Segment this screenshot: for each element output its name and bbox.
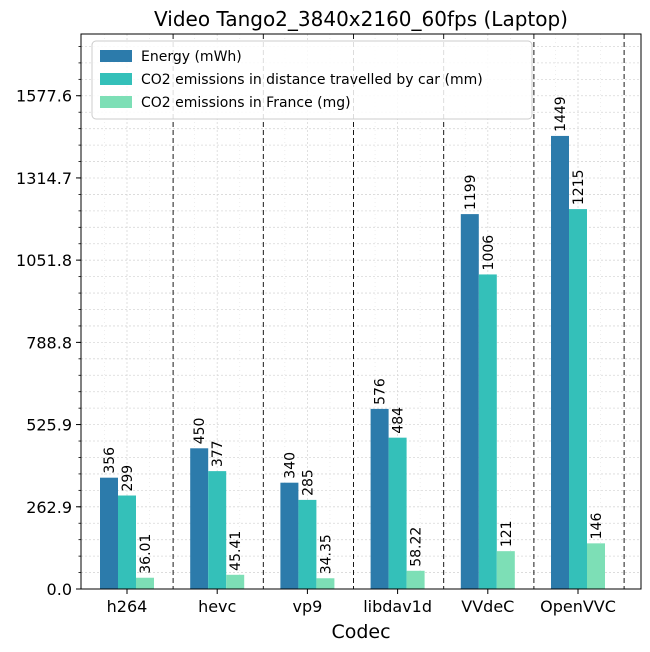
y-tick-label: 1314.7 xyxy=(16,169,72,188)
x-tick-label: OpenVVC xyxy=(540,597,616,616)
legend: Energy (mWh) CO2 emissions in distance tr… xyxy=(91,40,533,120)
bar xyxy=(208,471,227,589)
chart-title: Video Tango2_3840x2160_60fps (Laptop) xyxy=(154,7,568,31)
bar xyxy=(406,570,425,589)
data-label: 1006 xyxy=(481,235,497,271)
bar xyxy=(370,408,389,589)
data-label: 146 xyxy=(589,513,605,540)
data-label: 36.01 xyxy=(138,534,154,574)
bar xyxy=(460,214,479,589)
bar xyxy=(136,577,154,589)
data-label: 299 xyxy=(120,465,136,492)
y-tick-label: 1051.8 xyxy=(16,251,72,270)
data-label: 450 xyxy=(192,418,208,445)
y-axis: 0.0 262.9 525.9 788.8 1051.8 1314.7 1577.6 xyxy=(16,46,81,599)
data-labels: 3564503405761199144929937728548410061215… xyxy=(102,96,605,574)
x-tick-label: libdav1d xyxy=(363,597,432,616)
x-tick-label: h264 xyxy=(107,597,148,616)
legend-swatch xyxy=(100,50,132,62)
data-label: 377 xyxy=(210,440,226,467)
bar xyxy=(190,448,209,589)
bar xyxy=(280,482,299,589)
bar xyxy=(569,209,587,590)
data-label: 1215 xyxy=(571,169,587,205)
data-label: 58.22 xyxy=(409,527,425,567)
bar xyxy=(478,274,497,589)
bar xyxy=(298,499,317,589)
data-label: 576 xyxy=(373,378,389,405)
data-label: 484 xyxy=(391,407,407,434)
y-tick-label: 262.9 xyxy=(26,498,72,517)
bar xyxy=(496,551,515,589)
x-axis: h264 hevc vp9 libdav1d VVdeC OpenVVC xyxy=(107,589,616,616)
bar xyxy=(587,543,605,589)
legend-label: Energy (mWh) xyxy=(141,49,242,65)
y-tick-label: 1577.6 xyxy=(16,87,72,106)
data-label: 34.35 xyxy=(318,534,334,574)
data-label: 1199 xyxy=(463,174,479,210)
bar xyxy=(118,495,136,589)
bar xyxy=(551,135,569,590)
category-separators xyxy=(172,34,625,589)
y-tick-label: 0.0 xyxy=(47,580,72,599)
y-tick-label: 788.8 xyxy=(26,333,72,352)
data-label: 356 xyxy=(102,447,118,474)
data-label: 1449 xyxy=(553,96,569,132)
bar xyxy=(388,437,407,589)
bar xyxy=(316,578,335,589)
x-tick-label: hevc xyxy=(198,597,236,616)
y-tick-label: 525.9 xyxy=(26,416,72,435)
x-tick-label: VVdeC xyxy=(461,597,514,616)
legend-label: CO2 emissions in distance travelled by c… xyxy=(141,72,483,88)
data-label: 340 xyxy=(282,452,298,479)
x-axis-title: Codec xyxy=(331,621,390,643)
data-label: 285 xyxy=(300,469,316,496)
legend-swatch xyxy=(100,96,132,108)
legend-label: CO2 emissions in France (mg) xyxy=(141,95,351,111)
plot-frame xyxy=(80,33,642,590)
bar xyxy=(100,477,118,589)
legend-swatch xyxy=(100,73,132,85)
bar xyxy=(226,574,245,589)
data-label: 121 xyxy=(499,520,515,547)
legend-box xyxy=(91,40,533,120)
data-label: 45.41 xyxy=(228,531,244,571)
x-tick-label: vp9 xyxy=(292,597,322,616)
bars xyxy=(100,135,605,590)
